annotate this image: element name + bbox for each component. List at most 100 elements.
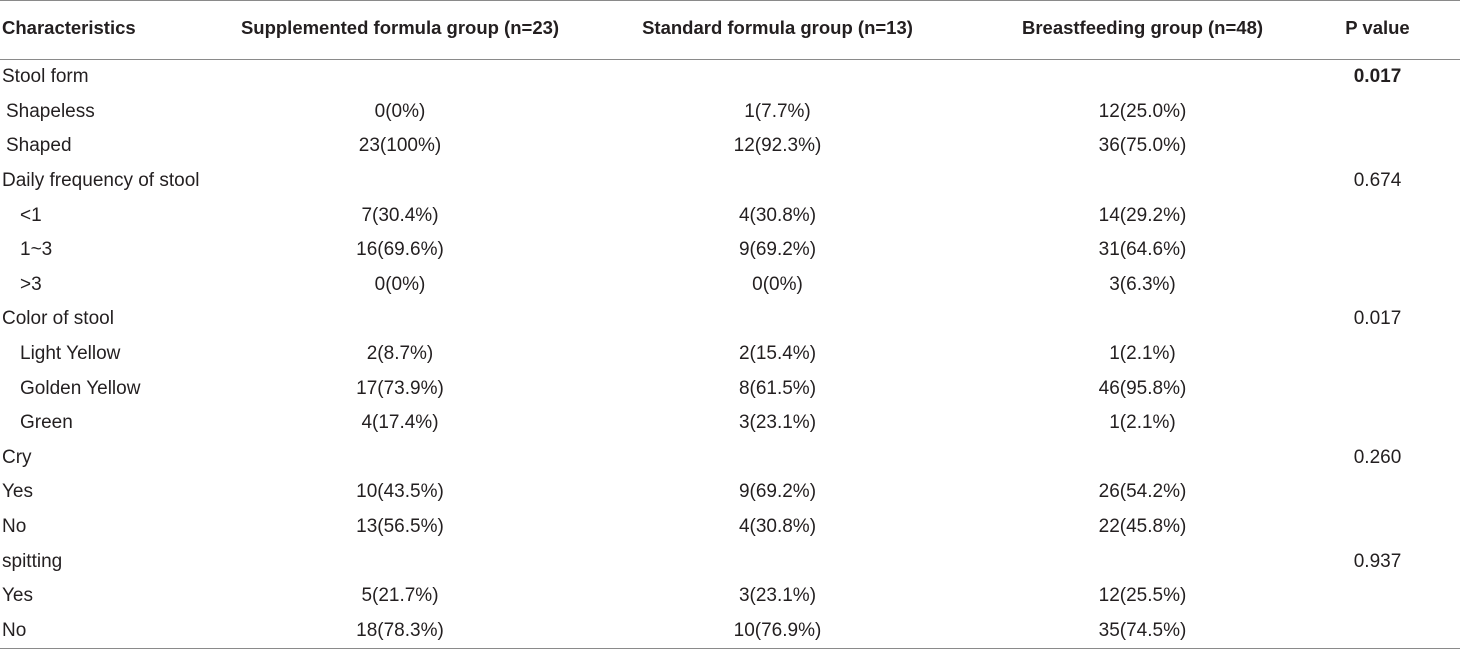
table-row: Daily frequency of stool 0.674: [0, 164, 1460, 199]
cell-breastfeeding: 1(2.1%): [1109, 343, 1176, 365]
table-row: >3 0(0%) 0(0%) 3(6.3%): [0, 268, 1460, 303]
row-label: spitting: [2, 550, 63, 572]
cell-breastfeeding: 12(25.0%): [1098, 100, 1187, 122]
cell-standard: 10(76.9%): [565, 613, 990, 650]
cell-standard: 12(92.3%): [733, 135, 822, 157]
row-label: Golden Yellow: [20, 377, 141, 399]
cell-supplemented: 17(73.9%): [356, 377, 444, 399]
cell-p-value: [1295, 613, 1460, 650]
table-row: Yes 5(21.7%) 3(23.1%) 12(25.5%): [0, 579, 1460, 614]
table-row: Shapeless 0(0%) 1(7.7%) 12(25.0%): [0, 95, 1460, 130]
header-characteristics: Characteristics: [0, 0, 235, 60]
cell-supplemented: [235, 164, 565, 199]
cell-p-value: [1295, 95, 1460, 130]
cell-p-value: [1295, 579, 1460, 614]
table-row: No 13(56.5%) 4(30.8%) 22(45.8%): [0, 510, 1460, 545]
cell-breastfeeding: 35(74.5%): [990, 613, 1295, 650]
cell-standard: [565, 60, 990, 95]
header-supplemented-group: Supplemented formula group (n=23): [235, 0, 565, 60]
cell-p-value: [1295, 129, 1460, 164]
cell-standard: [565, 544, 990, 579]
table-body: Stool form 0.017 Shapeless 0(0%) 1(7.7%) 12(2…: [0, 60, 1460, 650]
cell-breastfeeding: 22(45.8%): [1098, 516, 1187, 538]
cell-standard: 3(23.1%): [738, 412, 817, 434]
cell-breastfeeding: [990, 302, 1295, 337]
table-row: Golden Yellow 17(73.9%) 8(61.5%) 46(95.8%): [0, 371, 1460, 406]
cell-supplemented: 2(8.7%): [366, 343, 434, 365]
row-label: Cry: [2, 446, 32, 468]
table-row: 1~3 16(69.6%) 9(69.2%) 31(64.6%): [0, 233, 1460, 268]
cell-p-value: 0.017: [1353, 66, 1402, 88]
cell-p-value: [1295, 268, 1460, 303]
cell-breastfeeding: [990, 60, 1295, 95]
table-row: Stool form 0.017: [0, 60, 1460, 95]
cell-supplemented: 7(30.4%): [361, 204, 439, 226]
cell-p-value: 0.674: [1353, 170, 1402, 192]
cell-p-value: [1295, 337, 1460, 372]
cell-supplemented: 16(69.6%): [356, 239, 444, 261]
cell-supplemented: [235, 441, 565, 476]
table-row: No 18(78.3%) 10(76.9%) 35(74.5%): [0, 613, 1460, 650]
row-label: Light Yellow: [20, 343, 121, 365]
cell-standard: 1(7.7%): [744, 100, 811, 122]
table-row: Cry 0.260: [0, 441, 1460, 476]
cell-p-value: 0.937: [1353, 550, 1402, 572]
row-label: Shapeless: [6, 100, 95, 122]
table-row: Shaped 23(100%) 12(92.3%) 36(75.0%): [0, 129, 1460, 164]
cell-supplemented: 0(0%): [374, 273, 426, 295]
cell-breastfeeding: 26(54.2%): [1098, 481, 1187, 503]
cell-standard: 4(30.8%): [738, 516, 817, 538]
row-label: Daily frequency of stool: [2, 170, 200, 192]
cell-supplemented: [235, 60, 565, 95]
cell-p-value: [1295, 510, 1460, 545]
row-label: Shaped: [6, 135, 72, 157]
row-label: Color of stool: [2, 308, 114, 330]
cell-breastfeeding: [990, 544, 1295, 579]
cell-p-value: [1295, 198, 1460, 233]
cell-breastfeeding: 3(6.3%): [1109, 273, 1176, 295]
cell-standard: [565, 441, 990, 476]
cell-supplemented: [235, 544, 565, 579]
cell-standard: [565, 164, 990, 199]
cell-p-value: [1295, 371, 1460, 406]
cell-breastfeeding: 12(25.5%): [1098, 585, 1187, 607]
cell-breastfeeding: 46(95.8%): [1098, 377, 1187, 399]
row-label: 1~3: [20, 239, 53, 261]
cell-standard: [565, 302, 990, 337]
cell-p-value: [1295, 233, 1460, 268]
row-label: Stool form: [2, 66, 89, 88]
table-row: <1 7(30.4%) 4(30.8%) 14(29.2%): [0, 198, 1460, 233]
cell-p-value: 0.260: [1353, 446, 1402, 468]
row-label: No: [2, 516, 27, 538]
header-breastfeeding-group: Breastfeeding group (n=48): [990, 0, 1295, 60]
cell-standard: 3(23.1%): [738, 585, 817, 607]
cell-supplemented: 13(56.5%): [356, 516, 444, 538]
cell-breastfeeding: 31(64.6%): [1098, 239, 1187, 261]
cell-supplemented: 18(78.3%): [235, 613, 565, 650]
cell-breastfeeding: [990, 441, 1295, 476]
cell-standard: 2(15.4%): [738, 343, 817, 365]
row-label: Yes: [2, 481, 33, 503]
table-row: Green 4(17.4%) 3(23.1%) 1(2.1%): [0, 406, 1460, 441]
row-label: No: [0, 613, 235, 650]
table-header: Characteristics Supplemented formula gro…: [0, 0, 1460, 60]
cell-breastfeeding: 1(2.1%): [1109, 412, 1176, 434]
cell-p-value: [1295, 406, 1460, 441]
row-label: <1: [20, 204, 42, 226]
table-row: spitting 0.937: [0, 544, 1460, 579]
row-label: Green: [20, 412, 73, 434]
cell-supplemented: [235, 302, 565, 337]
cell-standard: 9(69.2%): [738, 239, 817, 261]
header-row: Characteristics Supplemented formula gro…: [0, 0, 1460, 60]
cell-standard: 9(69.2%): [738, 481, 817, 503]
table-row: Light Yellow 2(8.7%) 2(15.4%) 1(2.1%): [0, 337, 1460, 372]
cell-standard: 4(30.8%): [738, 204, 817, 226]
cell-breastfeeding: 36(75.0%): [1098, 135, 1187, 157]
cell-breastfeeding: [990, 164, 1295, 199]
cell-p-value: 0.017: [1353, 308, 1402, 330]
row-label: Yes: [2, 585, 33, 607]
table-row: Color of stool 0.017: [0, 302, 1460, 337]
cell-breastfeeding: 14(29.2%): [1098, 204, 1187, 226]
